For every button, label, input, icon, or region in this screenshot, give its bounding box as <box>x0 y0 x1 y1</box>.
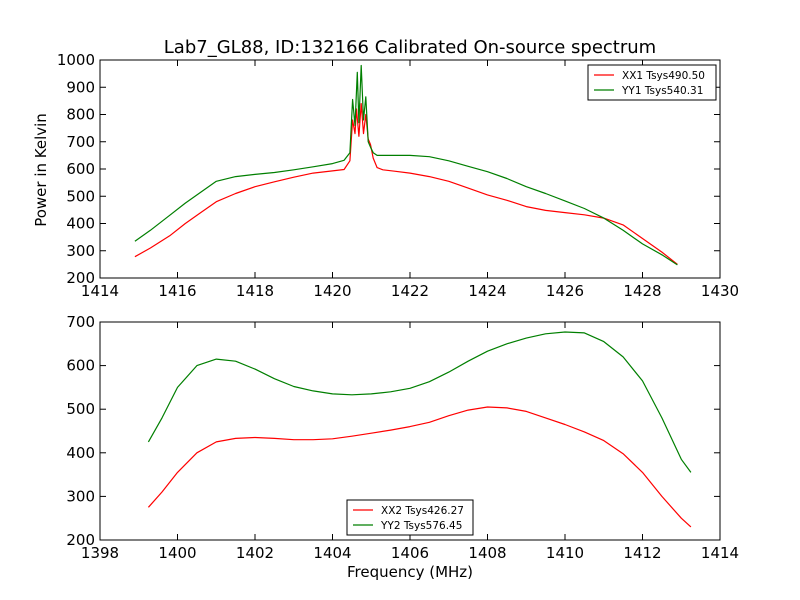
x-tick-label: 1416 <box>158 282 196 300</box>
x-tick-label: 1406 <box>391 544 429 562</box>
x-tick-label: 1398 <box>81 544 119 562</box>
y-tick-label: 900 <box>66 78 95 96</box>
legend-label: XX2 Tsys426.27 <box>381 505 464 517</box>
legend-label: XX1 Tsys490.50 <box>622 70 705 82</box>
series-line-xx1 <box>134 103 678 265</box>
top-spectrum-panel: Power in Kelvin 1414 1416 1418 1420 1422 1424… <box>32 51 739 300</box>
series-line-xx2 <box>147 406 692 528</box>
x-tick-label: 1414 <box>701 544 739 562</box>
x-tick-label: 1408 <box>468 544 506 562</box>
x-tick-label: 1426 <box>546 282 584 300</box>
y-tick-label: 700 <box>66 133 95 151</box>
y-tick-label: 500 <box>66 187 95 205</box>
x-tick-label: 1430 <box>701 282 739 300</box>
y-tick-label: 700 <box>66 313 95 331</box>
y-tick-label: 200 <box>66 531 95 549</box>
x-tick-label: 1410 <box>546 544 584 562</box>
y-tick-label: 600 <box>66 357 95 375</box>
legend: XX1 Tsys490.50 YY1 Tsys540.31 <box>587 64 717 101</box>
y-tick-label: 400 <box>66 444 95 462</box>
legend-label: YY2 Tsys576.45 <box>380 520 462 532</box>
y-tick-label: 500 <box>66 400 95 418</box>
y-tick-label: 600 <box>66 160 95 178</box>
legend: XX2 Tsys426.27 YY2 Tsys576.45 <box>346 499 474 536</box>
y-tick-label: 400 <box>66 215 95 233</box>
x-tick-label: 1404 <box>313 544 351 562</box>
x-tick-label: 1422 <box>391 282 429 300</box>
x-tick-label: 1400 <box>158 544 196 562</box>
y-tick-label: 1000 <box>57 51 95 69</box>
legend-box <box>587 64 717 101</box>
x-tick-label: 1418 <box>236 282 274 300</box>
x-tick-label: 1412 <box>623 544 661 562</box>
legend-label: YY1 Tsys540.31 <box>621 85 703 97</box>
x-tick-label: 1420 <box>313 282 351 300</box>
series-line-yy2 <box>147 331 692 473</box>
x-tick-label: 1414 <box>81 282 119 300</box>
y-tick-label: 800 <box>66 106 95 124</box>
y-tick-label: 200 <box>66 269 95 287</box>
y-tick-label: 300 <box>66 487 95 505</box>
x-tick-label: 1428 <box>623 282 661 300</box>
bottom-spectrum-panel: Frequency (MHz) 1398 1400 1402 1404 1406 1408… <box>66 313 739 581</box>
x-tick-label: 1424 <box>468 282 506 300</box>
legend-box <box>346 499 474 536</box>
x-axis-label: Frequency (MHz) <box>347 563 473 581</box>
series-line-yy1 <box>134 64 678 266</box>
y-axis-label: Power in Kelvin <box>32 113 50 227</box>
y-tick-label: 300 <box>66 242 95 260</box>
x-tick-label: 1402 <box>236 544 274 562</box>
chart-title: Lab7_GL88, ID:132166 Calibrated On-sourc… <box>164 37 656 58</box>
